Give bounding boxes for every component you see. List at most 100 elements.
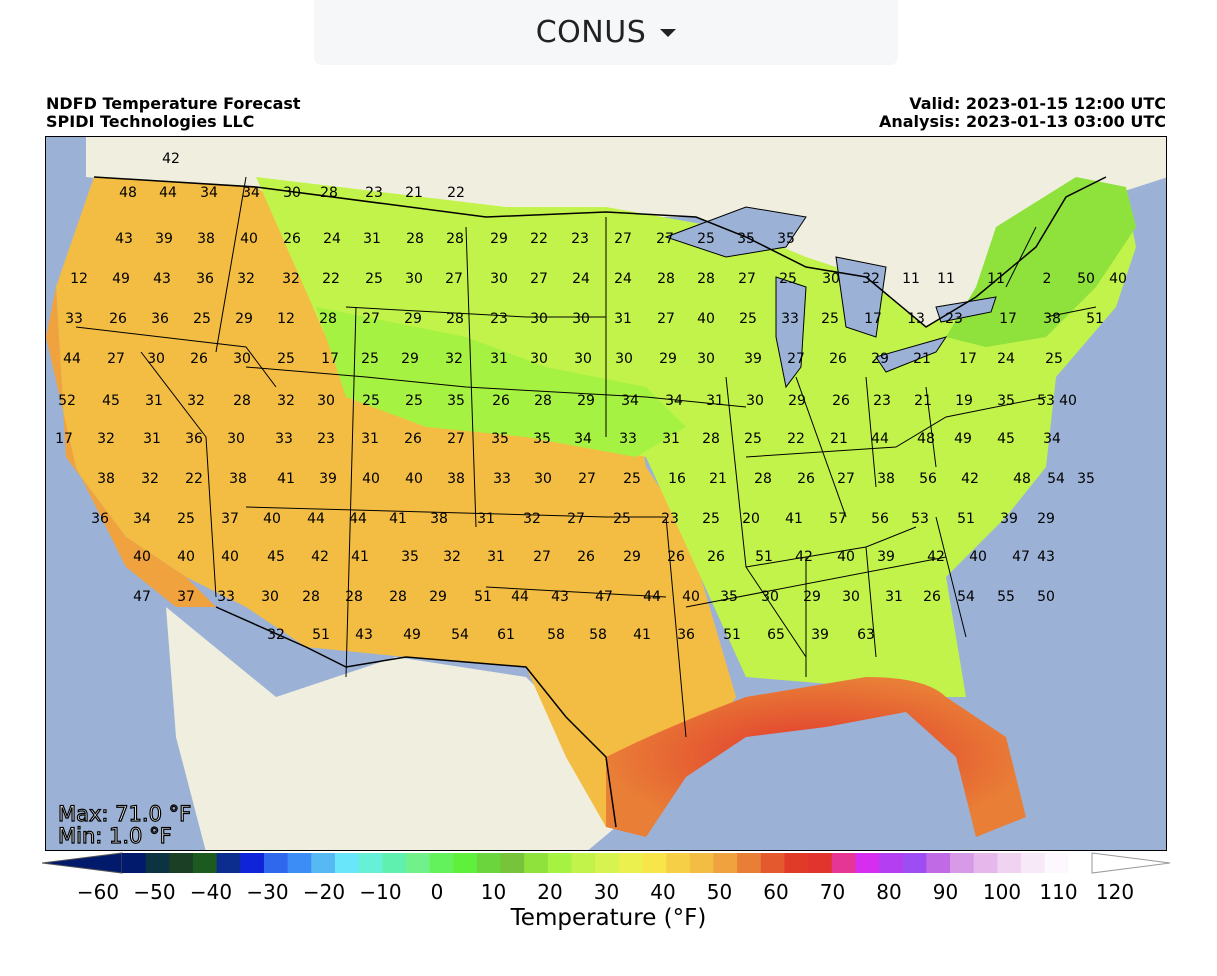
- colorbar-tick-label: 120: [1095, 880, 1135, 904]
- station-temp: 43: [1037, 549, 1055, 565]
- station-temp: 47: [595, 589, 613, 605]
- station-temp: 32: [141, 471, 159, 487]
- colorbar-bin: [145, 853, 170, 873]
- us-land-green: [256, 177, 1136, 697]
- station-temp: 29: [659, 351, 677, 367]
- station-temp: 23: [661, 511, 679, 527]
- canada-land: [86, 137, 1166, 327]
- station-temp: 17: [999, 311, 1017, 327]
- station-temp: 40: [1109, 271, 1127, 287]
- station-temp: 27: [567, 511, 585, 527]
- station-temp: 51: [474, 589, 492, 605]
- station-temp: 25: [702, 511, 720, 527]
- station-temp: 25: [779, 271, 797, 287]
- station-temp: 27: [530, 271, 548, 287]
- station-temp: 44: [643, 589, 661, 605]
- station-temp: 25: [177, 511, 195, 527]
- station-temp: 24: [614, 271, 632, 287]
- station-temp: 24: [323, 231, 341, 247]
- station-temp: 30: [227, 431, 245, 447]
- station-temp: 25: [697, 231, 715, 247]
- station-temp: 47: [1012, 549, 1030, 565]
- station-temp: 28: [657, 271, 675, 287]
- station-temp: 30: [147, 351, 165, 367]
- colorbar-tick-label: −60: [76, 880, 120, 904]
- station-temp: 27: [614, 231, 632, 247]
- station-temp: 29: [401, 351, 419, 367]
- colorbar-bin: [263, 853, 289, 873]
- station-temp: 25: [365, 271, 383, 287]
- station-temp: 31: [662, 431, 680, 447]
- region-dropdown[interactable]: CONUS: [314, 0, 898, 65]
- station-temp: 26: [492, 393, 510, 409]
- station-temp: 40: [240, 231, 258, 247]
- colorbar-bin: [524, 853, 549, 873]
- station-temp: 33: [217, 589, 235, 605]
- station-temp: 38: [229, 471, 247, 487]
- station-temp: 51: [957, 511, 975, 527]
- station-temp: 40: [837, 549, 855, 565]
- colorbar-bin: [453, 853, 478, 873]
- station-temp: 31: [145, 393, 163, 409]
- station-temp: 58: [547, 627, 565, 643]
- temperature-colorbar: [42, 852, 1171, 874]
- station-temp: 30: [490, 271, 508, 287]
- analysis-time: Analysis: 2023-01-13 03:00 UTC: [878, 112, 1166, 131]
- station-temp: 39: [744, 351, 762, 367]
- colorbar-bin: [1068, 853, 1093, 873]
- temperature-map: 42 48 44 34 34 30 28 23 21 22 43 39 38 40 26 24 31 28 28 29…: [45, 136, 1167, 851]
- station-temp: 25: [613, 511, 631, 527]
- colorbar-bin: [405, 853, 431, 873]
- map-title: NDFD Temperature Forecast: [46, 94, 301, 113]
- station-temp: 28: [320, 185, 338, 201]
- colorbar-bin: [618, 853, 643, 873]
- station-temp: 17: [959, 351, 977, 367]
- station-temp: 31: [487, 549, 505, 565]
- station-temp: 44: [871, 431, 889, 447]
- station-temp: 65: [767, 627, 785, 643]
- station-temp: 45: [267, 549, 285, 565]
- station-temp: 11: [937, 271, 955, 287]
- colorbar-tick-label: 0: [430, 880, 444, 904]
- station-temp: 34: [574, 431, 592, 447]
- station-temp: 22: [185, 471, 203, 487]
- station-temp: 28: [754, 471, 772, 487]
- station-temp: 55: [997, 589, 1015, 605]
- station-temp: 30: [317, 393, 335, 409]
- map-header-left: NDFD Temperature Forecast SPIDI Technolo…: [46, 95, 301, 131]
- colorbar-title: Temperature (°F): [510, 905, 707, 931]
- colorbar-bin: [287, 853, 312, 873]
- colorbar-bin: [122, 853, 147, 873]
- station-temp: 45: [997, 431, 1015, 447]
- station-temp: 28: [389, 589, 407, 605]
- colorbar-tick-label: −10: [359, 880, 402, 904]
- station-temp: 26: [404, 431, 422, 447]
- lake-michigan: [775, 276, 807, 389]
- station-temp: 37: [221, 511, 239, 527]
- station-temp: 32: [282, 271, 300, 287]
- colorbar-bin: [855, 853, 880, 873]
- station-temp: 25: [362, 393, 380, 409]
- station-temp: 30: [233, 351, 251, 367]
- station-temp: 30: [283, 185, 301, 201]
- colorbar-tick-label: 100: [982, 880, 1022, 904]
- station-temp: 48: [119, 185, 137, 201]
- station-temp: 31: [614, 311, 632, 327]
- station-temp: 38: [197, 231, 215, 247]
- station-temp: 17: [55, 431, 73, 447]
- station-temp: 30: [574, 351, 592, 367]
- station-temp: 27: [837, 471, 855, 487]
- station-temp: 36: [151, 311, 169, 327]
- station-temp: 32: [277, 393, 295, 409]
- station-temp: 34: [200, 185, 218, 201]
- station-temp: 39: [1000, 511, 1018, 527]
- station-temp: 51: [723, 627, 741, 643]
- station-temp: 49: [112, 271, 130, 287]
- station-temp: 26: [190, 351, 208, 367]
- station-temp: 30: [572, 311, 590, 327]
- station-temp: 42: [311, 549, 329, 565]
- colorbar-ticks: −60 −50 −40 −30 −20 −10 0 10 20 30 40 50 60 70 80 90 100…: [0, 880, 1217, 904]
- station-temp: 30: [261, 589, 279, 605]
- colorbar-tick-label: 10: [480, 880, 507, 904]
- map-header-right: Valid: 2023-01-15 12:00 UTC Analysis: 20…: [879, 95, 1166, 131]
